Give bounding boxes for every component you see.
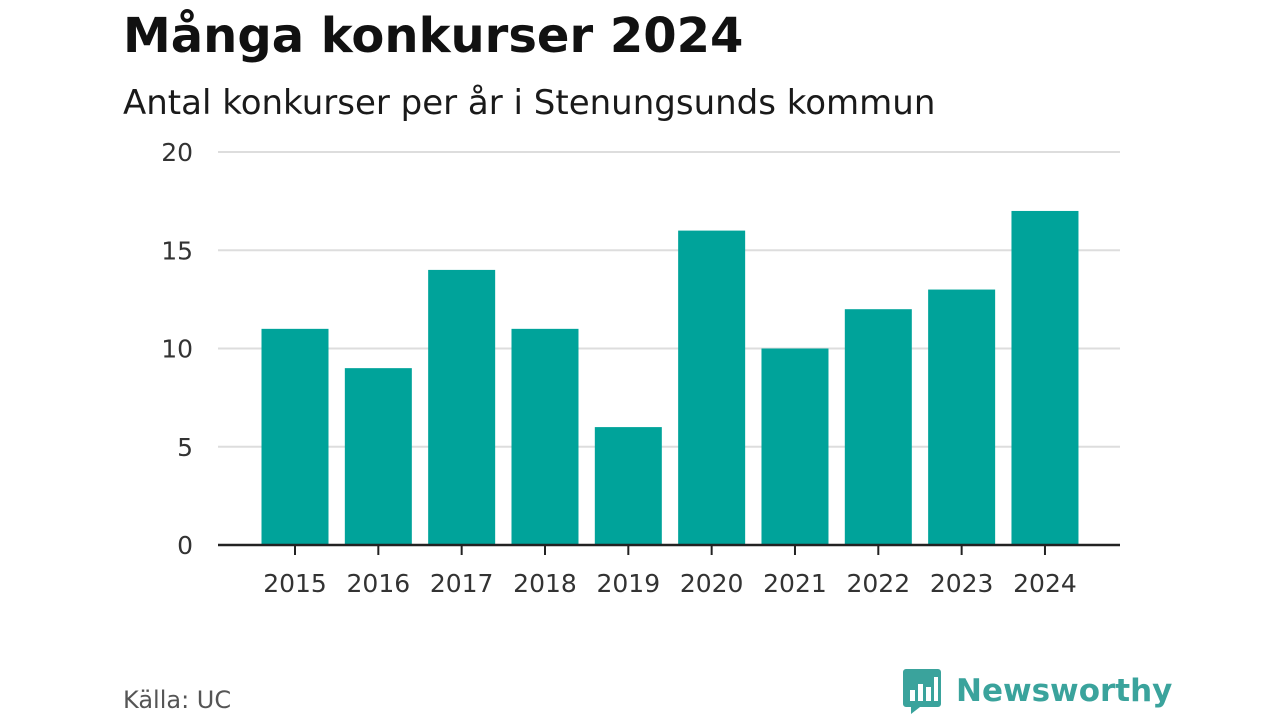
y-tick-label: 15: [161, 236, 193, 265]
bar: [928, 289, 996, 545]
y-tick-label: 5: [177, 433, 193, 462]
x-tick-label: 2024: [1013, 569, 1077, 598]
chart-title: Många konkurser 2024: [123, 8, 744, 64]
bar: [761, 348, 829, 545]
x-tick-label: 2018: [513, 569, 577, 598]
bar: [678, 230, 746, 545]
bar: [844, 309, 912, 545]
brand-name: Newsworthy: [956, 673, 1173, 709]
x-tick-label: 2015: [263, 569, 327, 598]
x-tick-label: 2020: [680, 569, 744, 598]
x-tick-label: 2021: [763, 569, 827, 598]
y-tick-label: 20: [161, 138, 193, 167]
chart-subtitle: Antal konkurser per år i Stenungsunds ko…: [123, 83, 936, 123]
x-tick-label: 2017: [430, 569, 494, 598]
x-tick-label: 2023: [930, 569, 994, 598]
bar: [428, 269, 496, 545]
bar: [511, 328, 579, 545]
x-tick-label: 2016: [347, 569, 411, 598]
bar: [1011, 210, 1079, 545]
bar: [261, 328, 329, 545]
bar: [344, 368, 412, 545]
source-label: Källa: UC: [123, 686, 232, 714]
x-tick-label: 2019: [597, 569, 661, 598]
bar-chart-speech-bubble-icon: [903, 669, 941, 714]
y-tick-label: 10: [161, 335, 193, 364]
newsworthy-logo: Newsworthy: [902, 668, 1172, 714]
bar: [594, 427, 662, 545]
x-tick-label: 2022: [846, 569, 910, 598]
y-tick-label: 0: [177, 531, 193, 560]
